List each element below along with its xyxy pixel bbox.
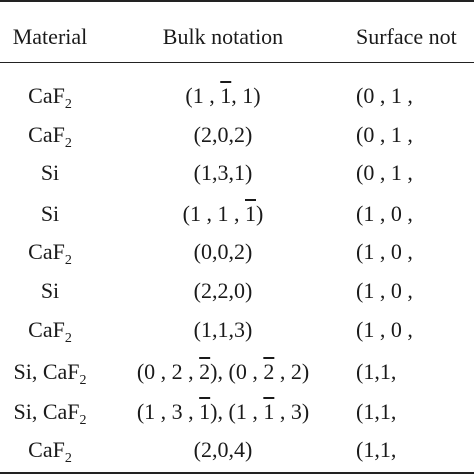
cell-surface-notation: (0 , 1 , <box>356 83 413 108</box>
cell-bulk-notation: (1 , 3 , 1), (1 , 1 , 3) <box>136 399 310 424</box>
cell-surface-notation: (1,1, <box>356 437 397 462</box>
header-bulk-notation: Bulk notation <box>162 24 284 49</box>
table-header-rule <box>0 62 474 63</box>
cell-material: Si <box>40 160 60 185</box>
cell-material: CaF2 <box>28 239 72 268</box>
cell-bulk-notation: (2,0,2) <box>193 122 253 147</box>
cell-material: Si <box>40 278 60 303</box>
cell-surface-notation: (1 , 0 , <box>356 239 413 264</box>
cell-bulk-notation: (0,0,2) <box>193 239 253 264</box>
cell-bulk-notation: (1 , 1 , 1) <box>182 201 264 226</box>
cell-surface-notation: (0 , 1 , <box>356 160 413 185</box>
cell-bulk-notation: (1,1,3) <box>193 317 253 342</box>
cell-bulk-notation: (0 , 2 , 2), (0 , 2 , 2) <box>136 359 310 384</box>
cell-material: CaF2 <box>28 83 72 112</box>
cell-surface-notation: (1,1, <box>356 399 397 424</box>
header-material: Material <box>12 24 88 49</box>
cell-surface-notation: (1,1, <box>356 359 397 384</box>
table-top-rule <box>0 0 474 2</box>
table-bottom-rule <box>0 472 474 474</box>
cell-material: Si <box>40 201 60 226</box>
cell-material: Si, CaF2 <box>13 359 87 388</box>
cell-surface-notation: (1 , 0 , <box>356 278 413 303</box>
cell-bulk-notation: (2,0,4) <box>193 437 253 462</box>
cell-material: CaF2 <box>28 122 72 151</box>
cell-surface-notation: (1 , 0 , <box>356 317 413 342</box>
cell-bulk-notation: (2,2,0) <box>193 278 253 303</box>
cell-material: CaF2 <box>28 437 72 466</box>
cell-surface-notation: (0 , 1 , <box>356 122 413 147</box>
cell-surface-notation: (1 , 0 , <box>356 201 413 226</box>
cell-material: Si, CaF2 <box>13 399 87 428</box>
header-surface-notation: Surface not <box>356 24 457 49</box>
cell-bulk-notation: (1,3,1) <box>193 160 253 185</box>
cell-material: CaF2 <box>28 317 72 346</box>
cell-bulk-notation: (1 , 1, 1) <box>185 83 261 108</box>
